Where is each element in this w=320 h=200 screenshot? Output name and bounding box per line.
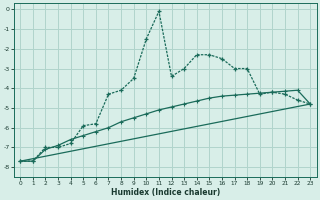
X-axis label: Humidex (Indice chaleur): Humidex (Indice chaleur) [111, 188, 220, 197]
